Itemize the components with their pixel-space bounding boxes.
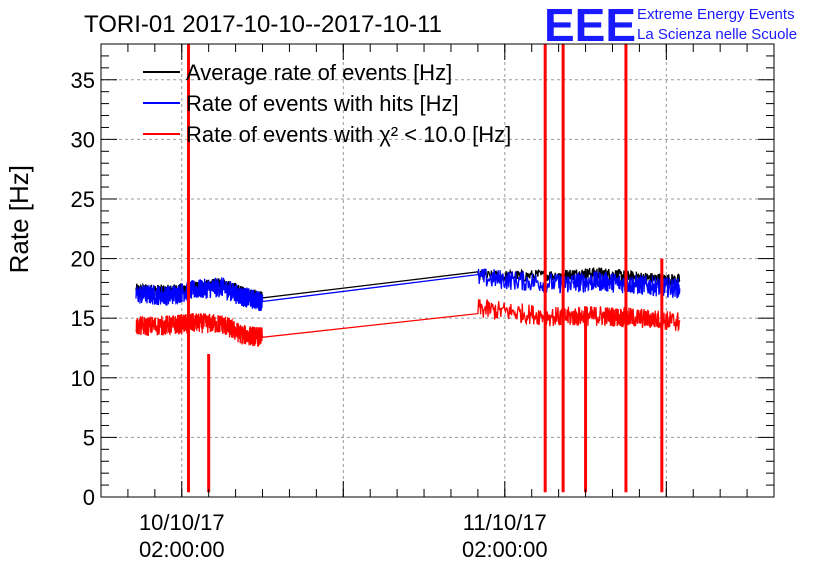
y-tick-label: 0 <box>83 485 95 510</box>
x-tick-label-date: 10/10/17 <box>139 510 225 535</box>
y-axis-label: Rate [Hz] <box>4 165 34 273</box>
x-tick-label-time: 02:00:00 <box>139 537 225 562</box>
y-tick-label: 30 <box>71 127 95 152</box>
chart-title: TORI-01 2017-10-10--2017-10-11 <box>84 11 442 38</box>
y-tick-label: 5 <box>83 425 95 450</box>
y-tick-label: 25 <box>71 187 95 212</box>
y-tick-label: 10 <box>71 366 95 391</box>
series-line-2 <box>135 299 681 347</box>
eee-logo: EEE Extreme Energy Events La Scienza nel… <box>544 0 797 51</box>
legend: Average rate of events [Hz] Rate of even… <box>143 60 511 147</box>
logo-line1: Extreme Energy Events <box>637 6 795 23</box>
y-tick-label: 15 <box>71 306 95 331</box>
logo-line2: La Scienza nelle Scuole <box>637 26 797 43</box>
x-tick-label-date: 11/10/17 <box>463 510 547 535</box>
legend-label-average: Average rate of events [Hz] <box>186 60 452 85</box>
legend-label-hits: Rate of events with hits [Hz] <box>186 91 459 116</box>
x-tick-label-time: 02:00:00 <box>462 537 548 562</box>
y-tick-label: 20 <box>71 247 95 272</box>
series-line-1 <box>135 268 681 312</box>
legend-label-chi2: Rate of events with χ² < 10.0 [Hz] <box>186 122 511 147</box>
series-layer <box>135 267 681 347</box>
logo-letters: EEE <box>544 0 636 51</box>
axes: 0510152025303510/10/1702:00:0011/10/1702… <box>71 43 775 562</box>
y-tick-label: 35 <box>71 68 95 93</box>
spike-layer <box>186 44 664 493</box>
